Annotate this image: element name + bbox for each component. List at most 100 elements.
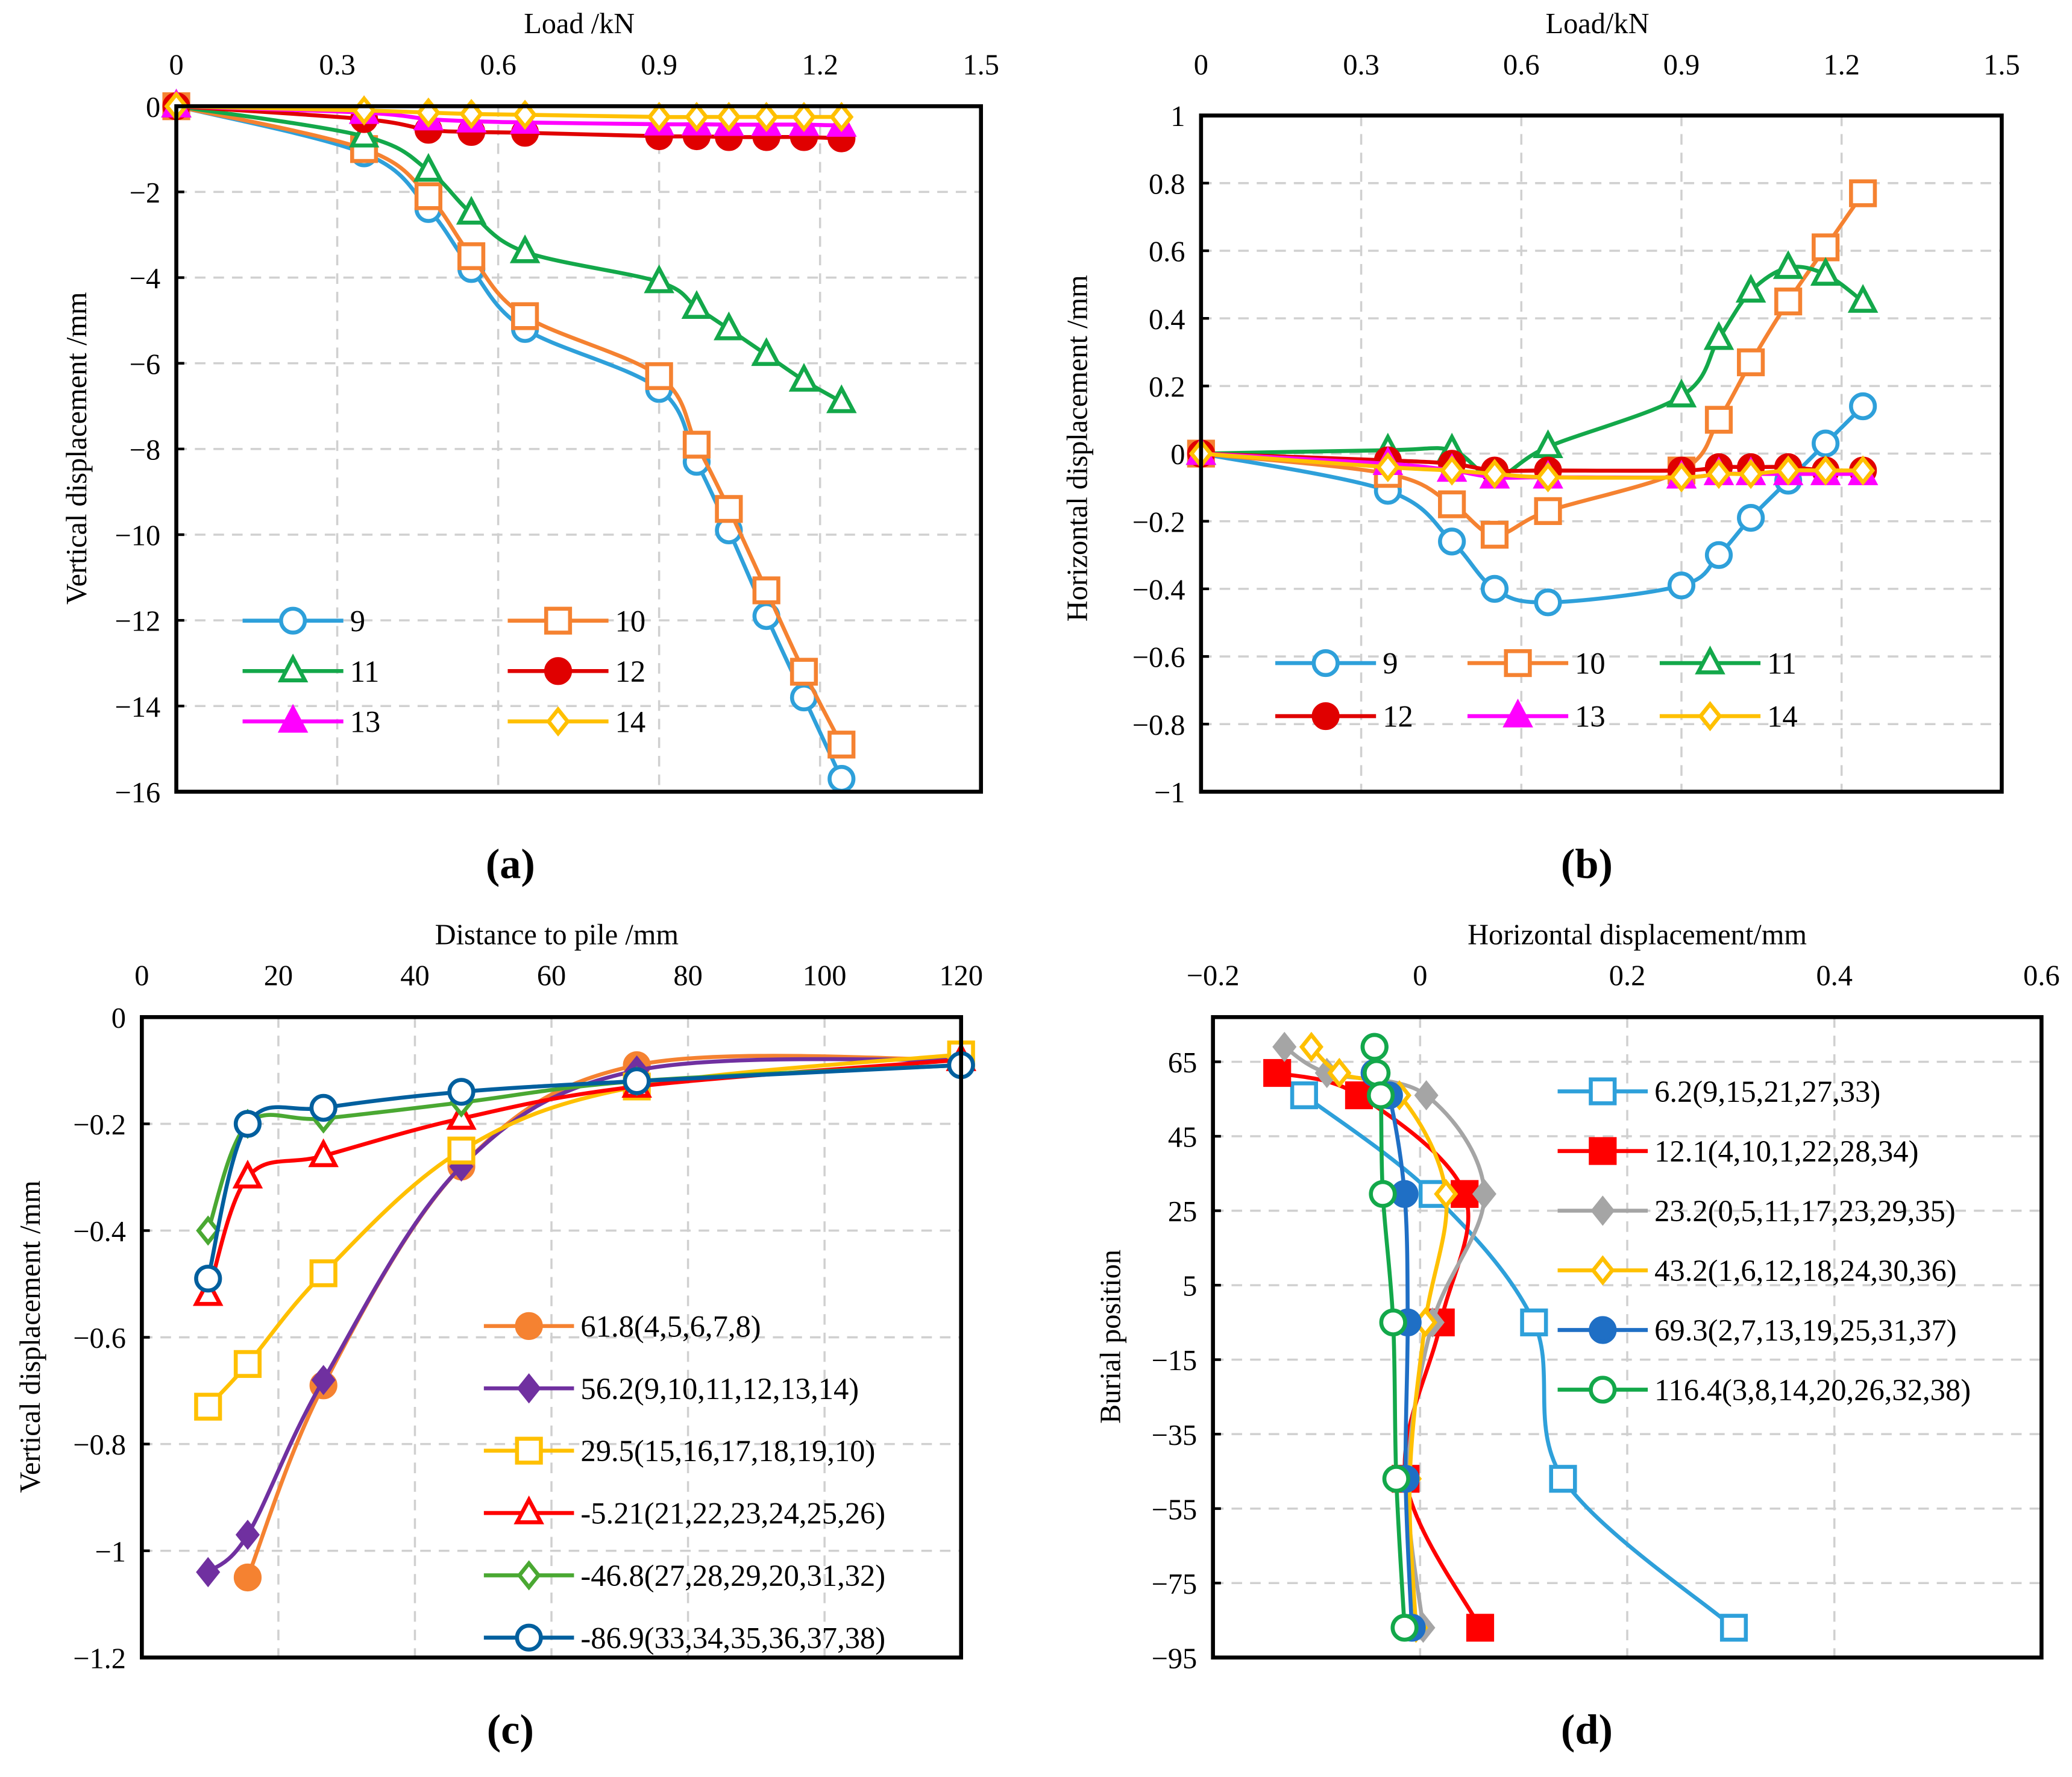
data-point-circle-marker (1366, 1081, 1395, 1110)
legend-label: 12 (615, 655, 646, 688)
data-point-triangle-marker (413, 153, 444, 182)
y-tick-label: 0.4 (1149, 304, 1185, 336)
legend-item: 12.1(4,10,1,22,28,34) (1557, 1134, 1918, 1168)
data-point-triangle-marker (1703, 321, 1735, 350)
data-point-square-marker (457, 242, 486, 271)
legend-label: 116.4(3,8,14,20,26,32,38) (1654, 1373, 1971, 1407)
legend-square-marker (544, 606, 573, 635)
data-point-circle-marker (1534, 588, 1562, 617)
data-point-diamond-marker (717, 101, 741, 133)
legend-item: 13 (1467, 699, 1606, 734)
panel-label: (a) (486, 840, 535, 887)
legend-item: -86.9(33,34,35,36,37,38) (483, 1621, 885, 1655)
legend-diamond-marker (516, 1560, 541, 1591)
data-point-triangle-marker (348, 118, 380, 148)
plot-frame (1211, 1015, 2044, 1660)
data-point-square-marker (752, 576, 780, 605)
legend-label: 23.2(0,5,11,17,23,29,35) (1654, 1194, 1956, 1228)
x-tick-label: 0 (1413, 960, 1427, 992)
data-point-diamond-marker (684, 101, 709, 133)
plot-frame (174, 104, 984, 794)
data-point-square-marker (1737, 348, 1765, 377)
legend-diamond-marker (516, 1373, 541, 1404)
data-point-diamond-marker (1472, 1178, 1496, 1209)
legend-circle-marker (279, 606, 307, 635)
y-tick-label: −0.2 (73, 1109, 126, 1141)
y-tick-label: −0.4 (73, 1216, 126, 1248)
data-point-diamond-marker (235, 1520, 260, 1550)
data-point-circle-marker (1363, 1058, 1391, 1087)
data-point-diamond-marker (829, 101, 854, 133)
legend-triangle-marker (1695, 646, 1725, 675)
legend-item: 116.4(3,8,14,20,26,32,38) (1557, 1373, 1971, 1407)
x-tick-label: 1.5 (1983, 49, 2020, 81)
legend-label: 14 (1767, 700, 1798, 734)
legend-label: 29.5(15,16,17,18,19,10) (580, 1434, 875, 1468)
y-axis-title: Horizontal displacement /mm (1062, 275, 1094, 621)
legend-label: -86.9(33,34,35,36,37,38) (580, 1621, 885, 1655)
y-tick-label: −2 (130, 177, 160, 209)
y-tick-label: −1 (1154, 777, 1185, 809)
series-9 (162, 92, 856, 793)
data-point-square-marker (1438, 490, 1466, 518)
legend: 61.8(4,5,6,7,8) 56.2(9,10,11,12,13,14) 29.… (483, 1309, 885, 1655)
data-point-circle-marker (1812, 429, 1840, 458)
panel-label: (c) (487, 1706, 534, 1753)
data-point-square-marker (1719, 1614, 1748, 1642)
data-point-circle-marker (1390, 1614, 1419, 1642)
y-tick-label: −6 (130, 348, 160, 380)
legend-square-marker (515, 1436, 543, 1465)
x-axis-title: Distance to pile /mm (435, 919, 679, 951)
y-tick-label: 25 (1168, 1196, 1197, 1228)
legend-square-marker (1589, 1137, 1617, 1165)
x-tick-label: 0.6 (480, 49, 516, 81)
data-point-triangle-marker (509, 234, 541, 263)
y-tick-label: −0.2 (1132, 506, 1185, 538)
y-tick-label: −4 (130, 263, 160, 295)
data-point-square-marker (414, 182, 442, 210)
x-tick-label: 120 (939, 960, 983, 992)
data-point-diamond-marker (1536, 462, 1560, 492)
data-point-diamond-marker (1813, 455, 1838, 486)
x-tick-label: 0.4 (1816, 960, 1852, 992)
data-point-diamond-marker (196, 1215, 221, 1246)
data-point-square-marker (1480, 521, 1509, 549)
legend-triangle-marker (277, 653, 309, 682)
data-point-diamond-marker (1482, 459, 1507, 489)
legend-circle-marker (515, 1623, 543, 1652)
y-tick-label: −95 (1152, 1643, 1198, 1675)
legend-label: 61.8(4,5,6,7,8) (580, 1309, 761, 1343)
chart-panel-c: 0 20 40 60 80 100 120 0 −0.2 −0.4 −0.6 −0.8 −1 −1.2 Di… (14, 919, 983, 1753)
legend-circle-marker (544, 657, 573, 685)
data-point-diamond-marker (1375, 451, 1400, 483)
data-point-circle-marker (1737, 504, 1765, 532)
data-point-square-marker (194, 1392, 222, 1421)
data-point-square-marker (645, 362, 673, 391)
y-tick-label: −55 (1152, 1494, 1198, 1526)
legend-item: 6.2(9,15,21,27,33) (1557, 1075, 1880, 1109)
y-tick-label: 45 (1168, 1122, 1197, 1154)
data-point-square-marker (827, 731, 856, 759)
data-point-circle-marker (1667, 571, 1696, 600)
series-23.2(0,5,11,17,23,29,35) (1272, 1031, 1496, 1643)
panel-label: (b) (1561, 840, 1613, 887)
data-point-diamond-marker (1776, 455, 1801, 486)
legend-circle-marker (1589, 1316, 1617, 1344)
legend-square-marker (1504, 649, 1532, 678)
series-line (1372, 1046, 1407, 1628)
data-point-square-marker (1549, 1465, 1577, 1493)
y-tick-label: 1 (1170, 101, 1185, 133)
legend-item: 43.2(1,6,12,18,24,30,36) (1557, 1254, 1957, 1288)
legend-item: 23.2(0,5,11,17,23,29,35) (1557, 1194, 1956, 1228)
x-tick-label: 20 (264, 960, 293, 992)
series-line (175, 104, 844, 780)
legend-item: 14 (1659, 700, 1798, 734)
data-point-triangle-marker (1772, 250, 1804, 279)
data-point-square-marker (511, 302, 539, 330)
x-tick-label: 0 (134, 960, 149, 992)
legend-label: 69.3(2,7,13,19,25,31,37) (1654, 1313, 1957, 1347)
y-tick-label: −75 (1152, 1568, 1198, 1600)
y-tick-label: 0.6 (1149, 236, 1185, 268)
data-point-triangle-marker (1847, 284, 1879, 313)
legend-item: -5.21(21,22,23,24,25,26) (483, 1495, 885, 1530)
